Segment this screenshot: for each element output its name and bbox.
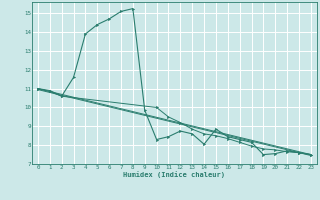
X-axis label: Humidex (Indice chaleur): Humidex (Indice chaleur)	[124, 171, 225, 178]
